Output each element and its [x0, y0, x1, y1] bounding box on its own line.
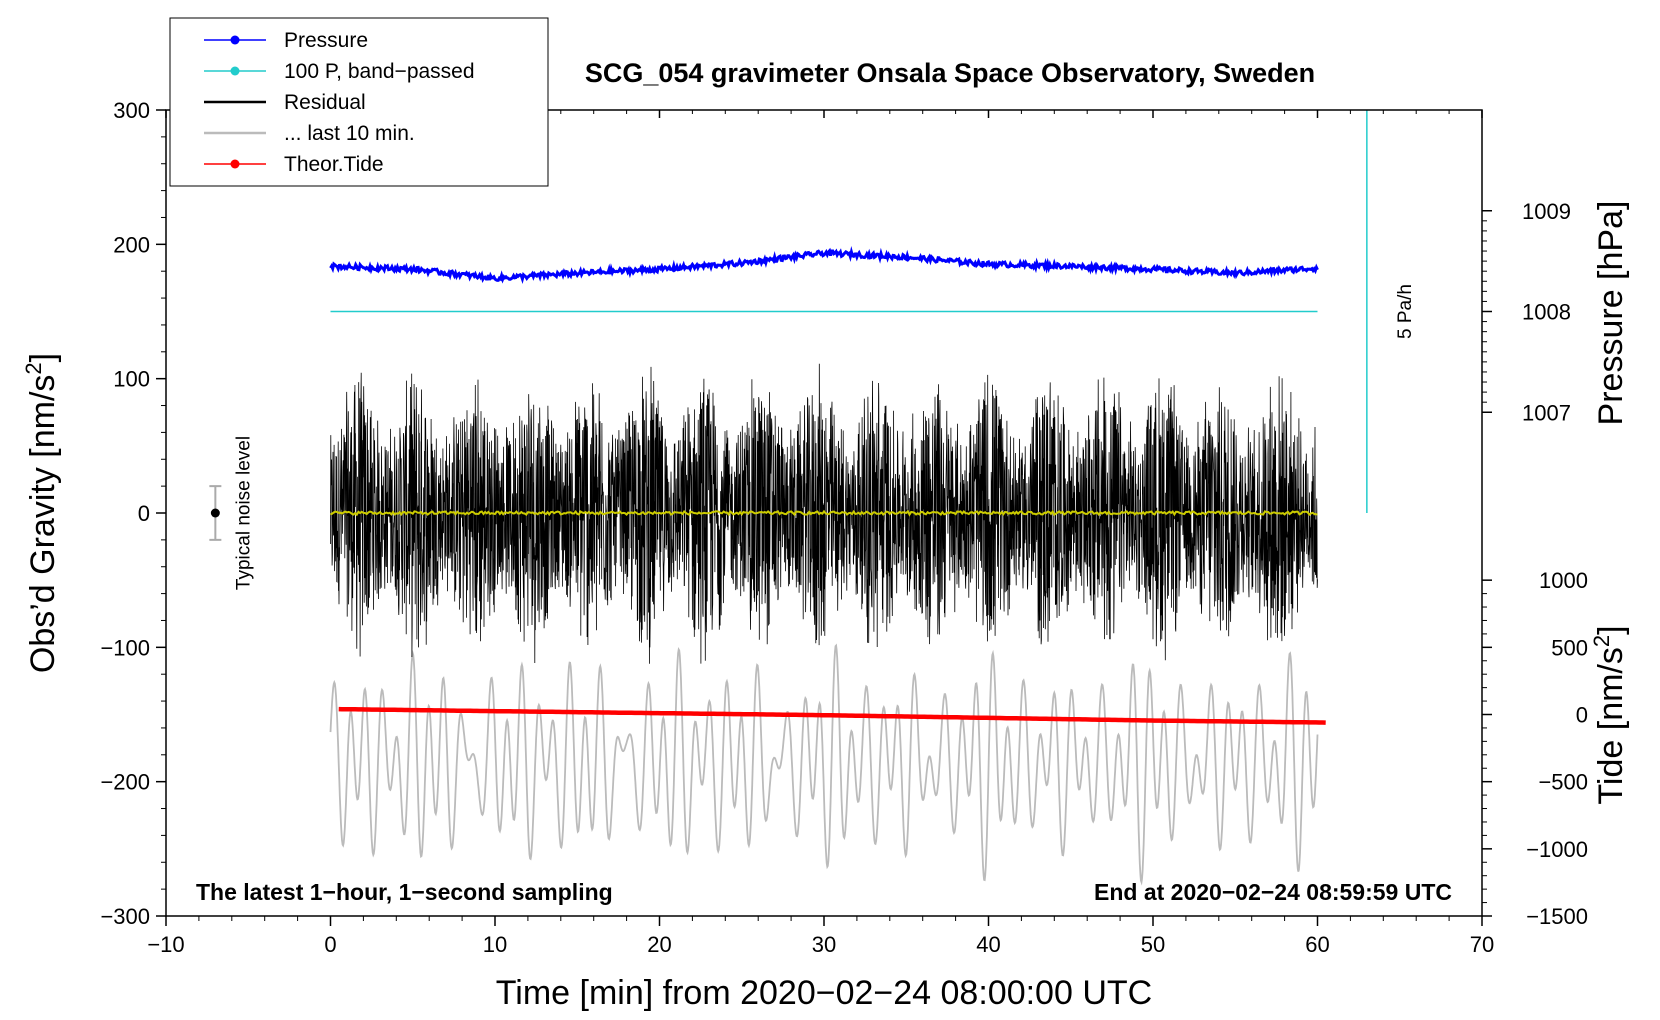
y-axis-label-tide-end: ] — [1592, 625, 1630, 634]
noise-level-label: Typical noise level — [233, 436, 254, 590]
x-tick-label: 40 — [976, 932, 1000, 957]
tide-tick-label: −1000 — [1526, 837, 1588, 862]
x-tick-label: 70 — [1470, 932, 1494, 957]
x-tick-label: 0 — [324, 932, 336, 957]
y-tick-label: 300 — [113, 98, 150, 123]
pressure-line — [329, 246, 1319, 285]
y-tick-label: −300 — [100, 904, 150, 929]
x-axis-ticks: −10 0 10 20 30 40 50 60 70 — [147, 110, 1494, 957]
x-axis-label: Time [min] from 2020−02−24 08:00:00 UTC — [496, 974, 1152, 1012]
x-tick-label: 20 — [647, 932, 671, 957]
x-tick-label: 30 — [812, 932, 836, 957]
residual-smoothed-line — [330, 509, 1318, 517]
legend-swatch-dot — [230, 66, 240, 76]
y-axis-label-pressure: Pressure [hPa] — [1592, 201, 1630, 426]
legend-swatch-dot — [230, 159, 240, 169]
pressure-axis-ticks: 1009 1008 1007 — [1482, 199, 1571, 425]
y-axis-label-tide-sup: 2 — [1589, 635, 1614, 647]
legend-label: Pressure — [284, 29, 368, 52]
residual-series — [330, 363, 1318, 664]
x-tick-label: 10 — [483, 932, 507, 957]
y-axis-label-tide-text: Tide [nm/s — [1592, 647, 1630, 804]
legend-items: Pressure 100 P, band−passed Residual ... la… — [204, 29, 475, 176]
legend: Pressure 100 P, band−passed Residual ... la… — [169, 17, 549, 187]
legend-label: ... last 10 min. — [284, 122, 415, 145]
y-tick-label: 0 — [138, 501, 150, 526]
tide-tick-label: −1500 — [1526, 904, 1588, 929]
chart-title: SCG_054 gravimeter Onsala Space Observat… — [585, 58, 1315, 88]
legend-label: Theor.Tide — [284, 153, 384, 176]
y-tick-label: 100 — [113, 367, 150, 392]
tide-axis-ticks: 1000 500 0 −500 −1000 −1500 — [1482, 568, 1588, 929]
y-tick-label: −100 — [100, 635, 150, 660]
tide-tick-label: −500 — [1538, 770, 1588, 795]
legend-label: Residual — [284, 91, 366, 114]
annotations: Typical noise level 5 Pa/h — [209, 110, 1416, 590]
legend-label: 100 P, band−passed — [284, 60, 475, 83]
noise-level-dot — [210, 508, 220, 518]
tide-tick-label: 1000 — [1539, 568, 1588, 593]
theoretical-tide-series — [338, 706, 1326, 725]
annotation-end-time: End at 2020−02−24 08:59:59 UTC — [1094, 879, 1452, 905]
y-axis-label-left-sup: 2 — [21, 362, 46, 374]
pressure-tick-label: 1008 — [1522, 300, 1571, 325]
annotation-latest-hour: The latest 1−hour, 1−second sampling — [196, 879, 613, 905]
y-axis-label-tide: Tide [nm/s2] — [1589, 625, 1630, 804]
y-axis-ticks: −300 −200 −100 0 100 200 300 — [100, 98, 166, 929]
y-tick-label: −200 — [100, 770, 150, 795]
residual-smoothed-series — [330, 509, 1318, 517]
tide-tick-label: 0 — [1576, 703, 1588, 728]
x-tick-label: −10 — [147, 932, 184, 957]
last-10-min-line — [329, 643, 1319, 886]
x-tick-label: 60 — [1305, 932, 1329, 957]
rate-label: 5 Pa/h — [1395, 284, 1416, 339]
y-axis-label-left-end: ] — [24, 353, 62, 362]
y-axis-label-left-text: Obs’d Gravity [nm/s — [24, 375, 62, 674]
legend-swatch-dot — [230, 35, 240, 45]
pressure-tick-label: 1009 — [1522, 199, 1571, 224]
theoretical-tide-line — [338, 706, 1326, 725]
residual-line — [330, 363, 1318, 664]
pressure-series — [329, 246, 1319, 285]
pressure-tick-label: 1007 — [1522, 400, 1571, 425]
y-tick-label: 200 — [113, 232, 150, 257]
last-10-min-series — [329, 643, 1319, 886]
x-tick-label: 50 — [1141, 932, 1165, 957]
y-axis-label-left: Obs’d Gravity [nm/s2] — [21, 353, 62, 673]
tide-tick-label: 500 — [1551, 635, 1588, 660]
